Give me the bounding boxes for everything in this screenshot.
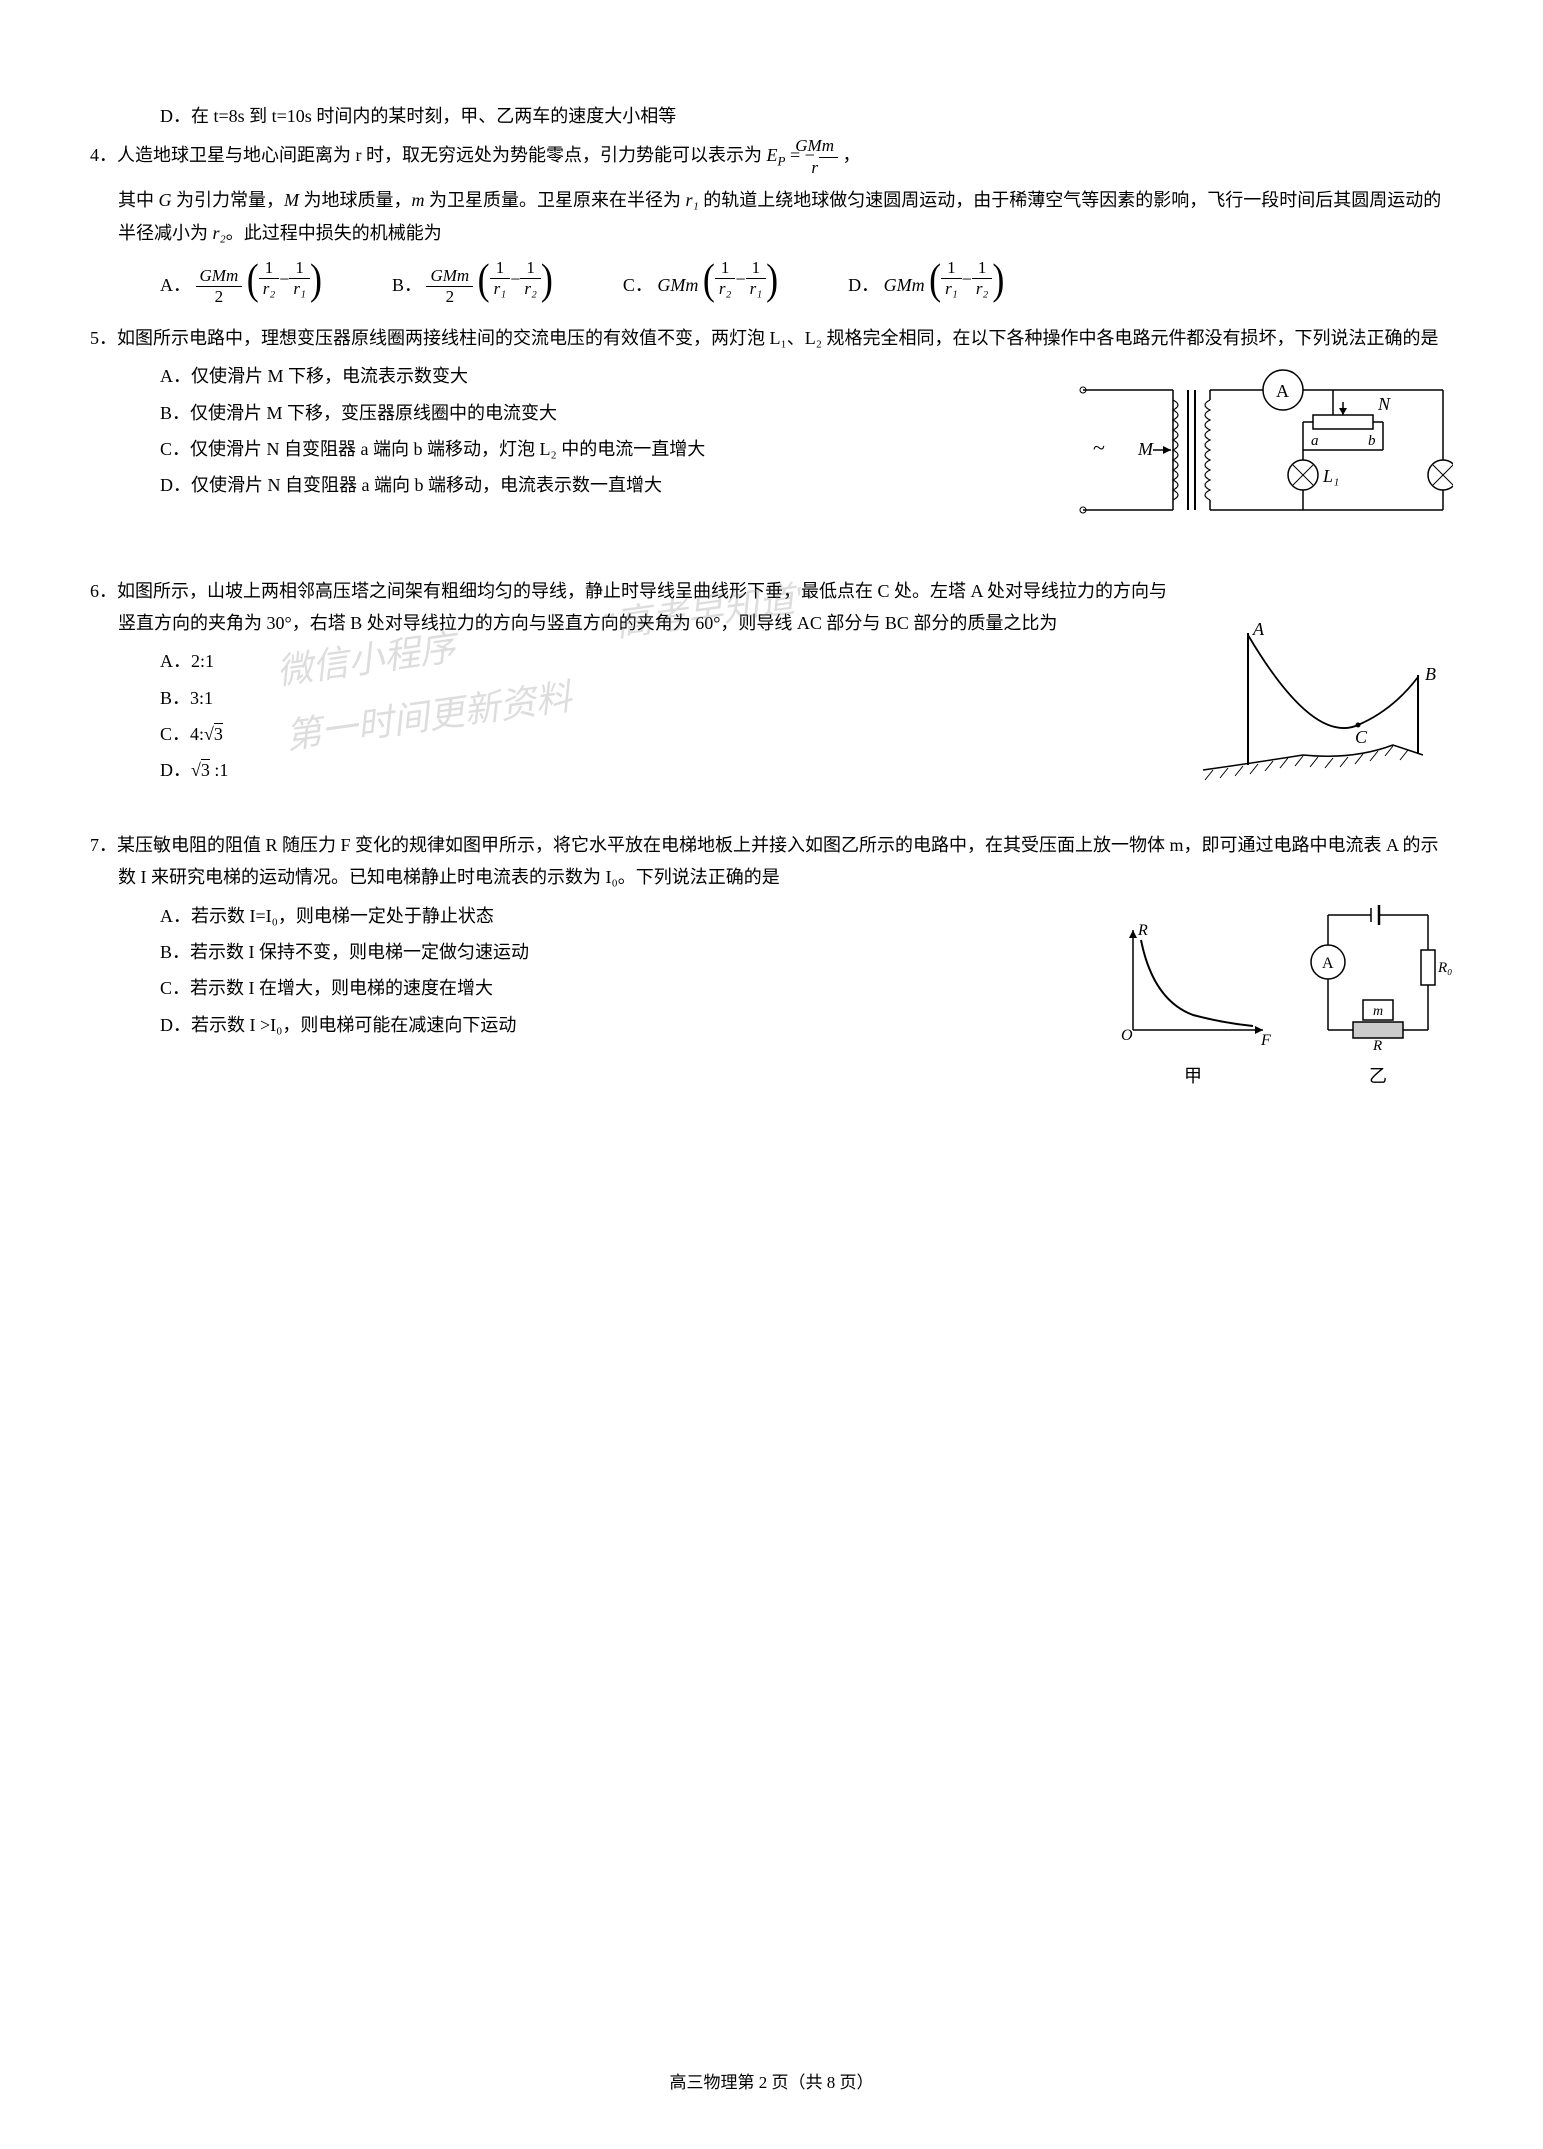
b-pt: B [1425,664,1436,684]
r-axis: R [1137,922,1148,939]
f-axis: F [1260,1032,1271,1049]
question-7: 7．某压敏电阻的阻值 R 随压力 F 变化的规律如图甲所示，将它水平放在电梯地板… [90,829,1453,1103]
q4-optC: C． GMm ( 1r₂ − 1r₁ ) [623,259,778,308]
a-label: a [1311,433,1319,449]
q4-num: 4． [90,145,117,165]
q4-t1: 人造地球卫星与地心间距离为 r 时，取无穷远处为势能零点，引力势能可以表示为 [117,145,762,165]
q4-frac-ep: GMm r [819,136,838,178]
q4-line1: 4．人造地球卫星与地心间距离为 r 时，取无穷远处为势能零点，引力势能可以表示为… [90,136,1453,178]
q7-text: 7．某压敏电阻的阻值 R 随压力 F 变化的规律如图甲所示，将它水平放在电梯地板… [90,829,1453,894]
q6-t1: 如图所示，山坡上两相邻高压塔之间架有粗细均匀的导线，静止时导线呈曲线形下垂，最低… [117,581,1167,633]
question-4: 4．人造地球卫星与地心间距离为 r 时，取无穷远处为势能零点，引力势能可以表示为… [90,136,1453,307]
q4-optB: B． GMm2 ( 1r₁ − 1r₂ ) [392,259,553,308]
c-pt: C [1355,727,1368,747]
l1-label: L₁ [1322,466,1339,486]
q5-circuit-diagram: ~ M A N a b [1073,360,1453,550]
q5-text: 5．如图所示电路中，理想变压器原线圈两接线柱间的交流电压的有效值不变，两灯泡 L… [90,322,1453,354]
n-label: N [1377,394,1391,414]
question-6: A B C 6．如图所示，山坡上两相邻高压塔之间架有粗细均匀的导线，静止时导线呈… [90,575,1453,815]
q6-num: 6． [90,581,117,601]
q7-figures: R O F 甲 R₀ A [1113,900,1453,1093]
q7-t1: 某压敏电阻的阻值 R 随压力 F 变化的规律如图甲所示，将它水平放在电梯地板上并… [117,835,1439,887]
q5-optD: D．仅使滑片 N 自变阻器 a 端向 b 端移动，电流表示数一直增大 [90,469,710,501]
m-label: M [1137,439,1154,459]
q7-circuit-yi: R₀ A R m 乙 [1303,900,1453,1093]
q4-line2: 其中 G 为引力常量，M 为地球质量，m 为卫星质量。卫星原来在半径为 r₁ 的… [90,184,1453,249]
q3-optD: D．在 t=8s 到 t=10s 时间内的某时刻，甲、乙两车的速度大小相等 [90,100,1453,132]
q4-optA: A． GMm2 ( 1r₂ − 1r₁ ) [160,259,322,308]
o-origin: O [1121,1027,1133,1044]
q5-t1: 如图所示电路中，理想变压器原线圈两接线柱间的交流电压的有效值不变，两灯泡 L₁、… [117,328,1439,348]
q4-options: A． GMm2 ( 1r₂ − 1r₁ ) B． GMm2 ( 1r₁ − 1r… [90,259,1453,308]
q4-ep: EP [767,145,786,165]
q7-num: 7． [90,835,117,855]
a-pt: A [1252,619,1265,639]
q6-diagram: A B C [1193,615,1453,805]
q5-optC: C．仅使滑片 N 自变阻器 a 端向 b 端移动，灯泡 L₂ 中的电流一直增大 [90,433,710,465]
ammeter-a-yi: A [1322,955,1334,972]
page-footer: 高三物理第 2 页（共 8 页） [90,2068,1453,2099]
caption-jia: 甲 [1113,1060,1273,1092]
caption-yi: 乙 [1303,1060,1453,1092]
ammeter-a: A [1276,381,1289,401]
q5-num: 5． [90,328,117,348]
r0-label: R₀ [1437,960,1452,976]
m-block: m [1373,1004,1383,1019]
q7-graph-jia: R O F 甲 [1113,920,1273,1093]
question-5: 5．如图所示电路中，理想变压器原线圈两接线柱间的交流电压的有效值不变，两灯泡 L… [90,322,1453,561]
q4-optD: D． GMm ( 1r₁ − 1r₂ ) [848,259,1004,308]
b-label: b [1368,433,1376,449]
r-label: R [1372,1038,1382,1050]
tilde-label: ~ [1093,435,1105,460]
